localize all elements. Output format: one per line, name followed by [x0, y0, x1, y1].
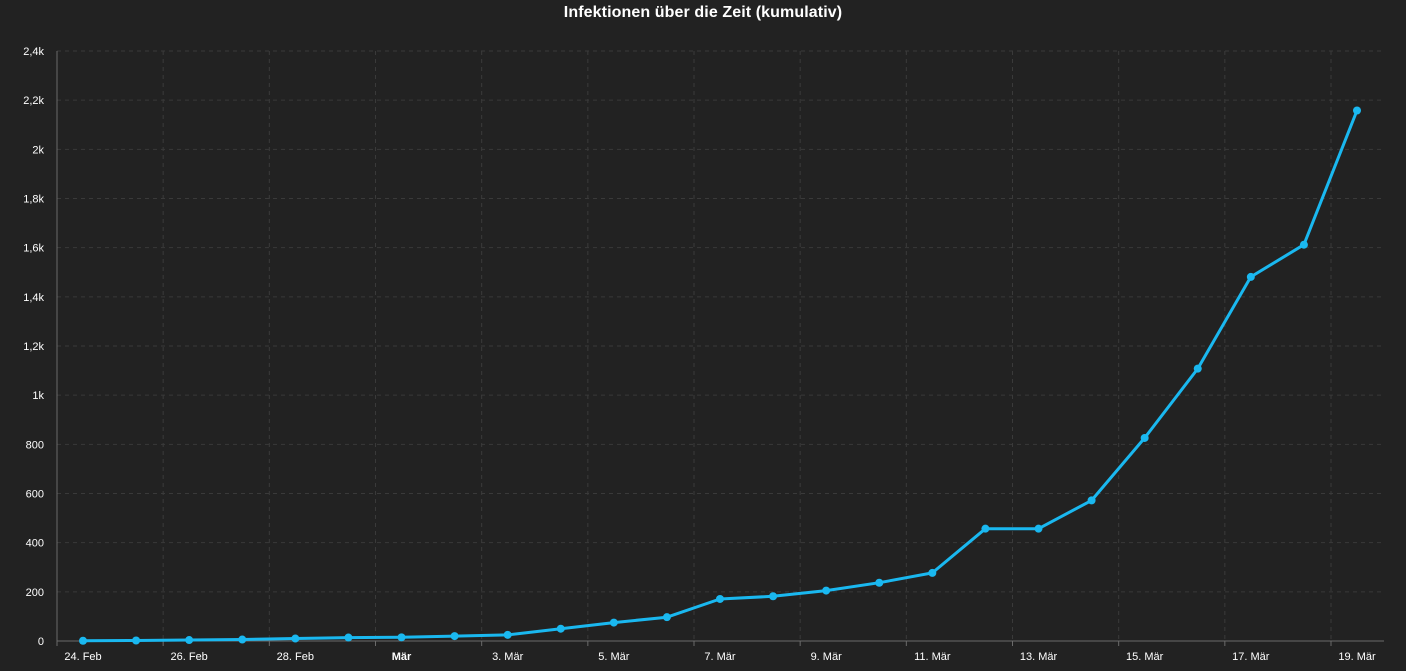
data-point[interactable]	[875, 578, 884, 587]
data-point[interactable]	[662, 613, 671, 622]
x-tick-label: 24. Feb	[64, 651, 101, 663]
data-point[interactable]	[1087, 496, 1096, 505]
y-tick-label: 1,6k	[23, 243, 44, 255]
data-point[interactable]	[716, 594, 724, 603]
x-tick-labels: 24. Feb 26. Feb 28. Feb Mär 3. Mär 5. Mär 7. M…	[64, 651, 1376, 663]
data-point[interactable]	[609, 618, 618, 627]
x-tick-label: Mär	[392, 651, 412, 663]
y-tick-label: 800	[26, 439, 44, 451]
y-tick-labels: 0 200 400 600 800 1k 1,2k 1,4k 1,6k 1,8k 2k 2,2k 2,4…	[23, 46, 44, 648]
y-tick-label: 400	[26, 538, 44, 550]
y-tick-label: 200	[26, 587, 44, 599]
data-point[interactable]	[1140, 433, 1149, 442]
data-point[interactable]	[981, 524, 990, 533]
data-point[interactable]	[1353, 106, 1361, 115]
x-tick-label: 9. Mär	[811, 651, 843, 663]
data-series	[79, 106, 1361, 645]
data-point[interactable]	[928, 568, 937, 577]
x-tick-label: 26. Feb	[171, 651, 208, 663]
y-tick-label: 1,2k	[23, 341, 44, 353]
x-tick-label: 17. Mär	[1232, 651, 1270, 663]
x-tick-label: 15. Mär	[1126, 651, 1164, 663]
y-tick-label: 2,2k	[23, 95, 44, 107]
data-point[interactable]	[822, 586, 831, 595]
grid-lines	[56, 50, 1384, 641]
x-tick-label: 3. Mär	[492, 651, 524, 663]
data-point[interactable]	[450, 632, 459, 641]
data-point[interactable]	[291, 634, 300, 643]
data-point[interactable]	[1034, 524, 1043, 533]
data-point[interactable]	[79, 636, 87, 645]
y-tick-label: 1,8k	[23, 194, 44, 206]
x-tick-label: 19. Mär	[1338, 651, 1376, 663]
x-tick-label: 28. Feb	[277, 651, 314, 663]
data-point[interactable]	[238, 635, 247, 644]
data-point[interactable]	[185, 636, 194, 645]
y-tick-label: 600	[26, 489, 44, 501]
series-line	[81, 109, 1359, 643]
y-tick-label: 1,4k	[23, 292, 44, 304]
axes	[56, 51, 1384, 646]
x-tick-label: 5. Mär	[598, 651, 630, 663]
chart-title: Infektionen über die Zeit (kumulativ)	[563, 4, 843, 21]
data-point[interactable]	[1193, 364, 1202, 373]
y-tick-label: 1k	[32, 390, 44, 402]
data-point[interactable]	[1299, 240, 1308, 249]
x-tick-label: 11. Mär	[914, 651, 951, 663]
data-point[interactable]	[132, 636, 141, 645]
data-point[interactable]	[1246, 272, 1255, 281]
y-tick-label: 2,4k	[23, 46, 44, 58]
data-point[interactable]	[397, 633, 406, 642]
x-tick-label: 7. Mär	[704, 651, 736, 663]
y-tick-label: 2k	[32, 144, 44, 156]
data-point[interactable]	[769, 592, 778, 601]
data-point[interactable]	[344, 633, 353, 642]
data-point[interactable]	[503, 630, 512, 639]
data-point[interactable]	[556, 624, 565, 633]
y-tick-label: 0	[38, 636, 44, 648]
x-tick-label: 13. Mär	[1020, 651, 1058, 663]
